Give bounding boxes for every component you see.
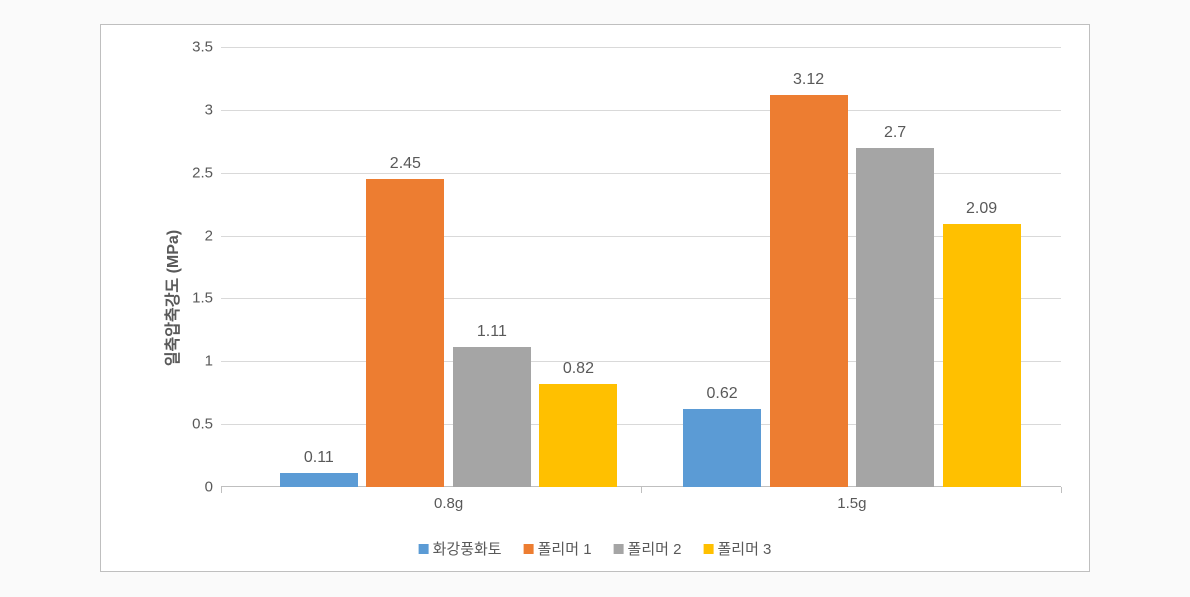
legend-label: 화강풍화토	[433, 538, 502, 559]
bar-value-label: 0.11	[304, 449, 334, 467]
x-tick	[221, 487, 222, 493]
bar: 1.11	[453, 347, 531, 487]
bar-value-label: 0.62	[706, 385, 737, 403]
legend-swatch	[419, 544, 429, 554]
x-tick	[641, 487, 642, 493]
legend-item: 폴리머 1	[524, 538, 592, 559]
x-category-label: 0.8g	[434, 495, 463, 512]
gridline	[221, 298, 1061, 299]
legend: 화강풍화토 폴리머 1 폴리머 2 폴리머 3	[419, 538, 772, 559]
y-tick-label: 2	[205, 227, 221, 244]
bar: 2.09	[943, 224, 1021, 487]
x-tick	[1061, 487, 1062, 493]
y-tick-label: 1	[205, 353, 221, 370]
gridline	[221, 424, 1061, 425]
bar: 2.7	[856, 148, 934, 487]
y-tick-label: 3	[205, 101, 221, 118]
gridline	[221, 47, 1061, 48]
gridline	[221, 236, 1061, 237]
y-axis-title: 일축압축강도 (MPa)	[159, 230, 183, 366]
bar: 0.11	[280, 473, 358, 487]
bar-value-label: 3.12	[793, 71, 824, 89]
plot-area: 00.511.522.533.50.112.451.110.820.8g0.62…	[221, 47, 1061, 487]
bar: 2.45	[366, 179, 444, 487]
y-tick-label: 3.5	[192, 39, 221, 56]
figure-canvas: 일축압축강도 (MPa) 00.511.522.533.50.112.451.1…	[0, 0, 1190, 597]
gridline	[221, 110, 1061, 111]
y-tick-label: 1.5	[192, 290, 221, 307]
legend-label: 폴리머 2	[628, 538, 682, 559]
gridline	[221, 173, 1061, 174]
bar-value-label: 2.7	[884, 124, 906, 142]
legend-swatch	[703, 544, 713, 554]
legend-label: 폴리머 1	[538, 538, 592, 559]
bar-value-label: 2.09	[966, 200, 997, 218]
legend-item: 화강풍화토	[419, 538, 502, 559]
y-tick-label: 0.5	[192, 416, 221, 433]
bar: 0.82	[539, 384, 617, 487]
bar: 0.62	[683, 409, 761, 487]
legend-item: 폴리머 3	[703, 538, 771, 559]
y-tick-label: 2.5	[192, 164, 221, 181]
legend-swatch	[524, 544, 534, 554]
bar-value-label: 0.82	[563, 360, 594, 378]
legend-swatch	[614, 544, 624, 554]
legend-item: 폴리머 2	[614, 538, 682, 559]
gridline	[221, 361, 1061, 362]
legend-label: 폴리머 3	[717, 538, 771, 559]
bar-value-label: 1.11	[477, 323, 507, 341]
bar-value-label: 2.45	[390, 155, 421, 173]
chart-panel: 일축압축강도 (MPa) 00.511.522.533.50.112.451.1…	[100, 24, 1090, 572]
x-category-label: 1.5g	[837, 495, 866, 512]
y-tick-label: 0	[205, 479, 221, 496]
bar: 3.12	[770, 95, 848, 487]
